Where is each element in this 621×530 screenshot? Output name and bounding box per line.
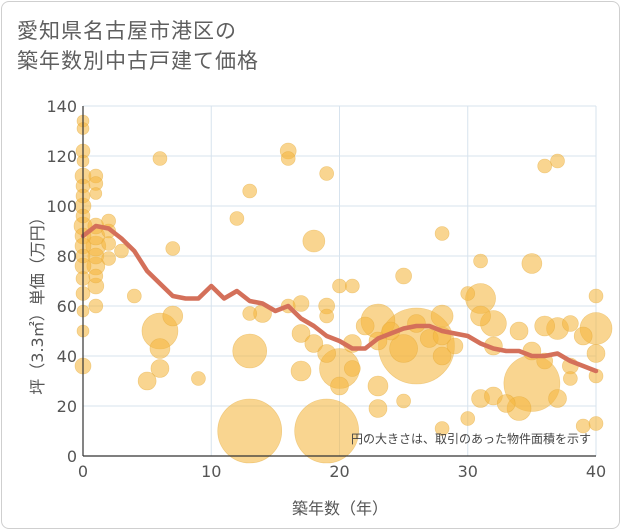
bubble-point: [232, 333, 268, 369]
bubble-point: [345, 278, 360, 294]
bubble-point: [302, 229, 326, 253]
bubble-point: [88, 298, 104, 314]
bubble-point: [101, 251, 116, 266]
bubble-point: [548, 389, 567, 408]
bubble-point: [460, 286, 476, 301]
bubble-point: [332, 278, 347, 294]
bubble-point: [149, 338, 171, 359]
bubble-point: [294, 398, 359, 464]
bubble-point: [496, 394, 516, 413]
y-tick-label-0: 0: [67, 447, 77, 466]
bubble-point: [470, 305, 491, 327]
x-tick-label-1: 10: [201, 462, 221, 481]
chart-title-line-2: 築年数別中古戸建て価格: [17, 49, 259, 73]
x-tick-label-2: 20: [329, 462, 349, 481]
bubble-point: [534, 315, 556, 337]
bubble-point: [165, 241, 181, 256]
bubble-point: [430, 304, 454, 328]
trend-line-group: [80, 223, 599, 374]
bubble-point: [588, 416, 604, 431]
bubble-point: [389, 334, 418, 363]
bubble-point: [88, 268, 104, 284]
bubble-point: [432, 346, 452, 366]
x-tick-label-0: 0: [78, 462, 88, 481]
bubble-point: [304, 334, 324, 353]
bubble-point: [162, 305, 184, 327]
bubble-point: [537, 158, 553, 174]
y-axis-label: 坪（3.3㎡）単価（万円）: [28, 209, 47, 394]
bubble-point: [152, 151, 168, 166]
y-tick-label-6: 120: [46, 147, 77, 166]
bubble-point: [446, 337, 464, 355]
bubble-point: [291, 324, 311, 343]
bubble-point: [434, 226, 450, 241]
bubble-point: [330, 376, 349, 396]
bubble-point: [407, 314, 426, 333]
bubble-point: [434, 421, 450, 436]
chart-title: 愛知県名古屋市港区の 築年数別中古戸建て価格: [17, 16, 259, 76]
bubble-point: [280, 151, 296, 166]
bubble-point: [395, 267, 412, 285]
bubble-point: [355, 316, 375, 336]
y-tick-label-7: 140: [46, 97, 77, 116]
y-tick-label-1: 20: [57, 397, 77, 416]
bubble-point: [242, 306, 258, 321]
bubble-point: [368, 399, 388, 418]
bubble-point: [127, 288, 142, 304]
bubble-point: [242, 183, 258, 199]
bubble-point: [396, 393, 411, 409]
bubble-point: [586, 344, 606, 363]
x-tick-label-3: 30: [458, 462, 478, 481]
bubble-point: [367, 375, 389, 397]
bubble-point: [114, 243, 129, 259]
bubble-point: [319, 308, 334, 324]
size-annotation: 円の大きさは、取引のあった物件面積を示す: [351, 431, 591, 446]
bubble-point: [521, 253, 543, 274]
bubble-point: [191, 371, 206, 386]
bubble-point: [344, 360, 361, 377]
bubble-point: [319, 166, 334, 181]
y-tick-label-3: 60: [57, 297, 77, 316]
y-tick-label-2: 40: [57, 347, 77, 366]
y-tick-label-5: 100: [46, 197, 77, 216]
bubble-point: [292, 295, 310, 312]
trend-line: [80, 223, 599, 374]
y-tick-label-4: 80: [57, 247, 77, 266]
axes: 0 20 40 60 80 100 120 140 0 10 20 30 40: [46, 97, 606, 481]
bubble-point: [588, 288, 604, 304]
bubble-point: [150, 359, 170, 378]
bubble-point: [563, 371, 578, 386]
bubbles: [73, 114, 613, 464]
bubble-point: [573, 326, 593, 346]
bubble-point: [137, 371, 157, 391]
bubble-point: [290, 360, 312, 382]
bubble-point: [460, 411, 476, 426]
bubble-point: [562, 315, 579, 332]
x-axis-label: 築年数（年）: [292, 499, 388, 518]
bubble-point: [550, 153, 565, 169]
bubble-point: [575, 418, 591, 434]
x-tick-label-4: 40: [586, 462, 606, 481]
bubble-point: [317, 344, 336, 363]
bubble-point: [89, 187, 103, 200]
bubble-point: [101, 236, 116, 251]
chart-title-line-1: 愛知県名古屋市港区の: [17, 19, 237, 43]
bubble-point: [229, 211, 245, 226]
bubble-point: [473, 253, 488, 269]
bubble-point: [217, 398, 283, 464]
bubble-point: [509, 321, 529, 341]
